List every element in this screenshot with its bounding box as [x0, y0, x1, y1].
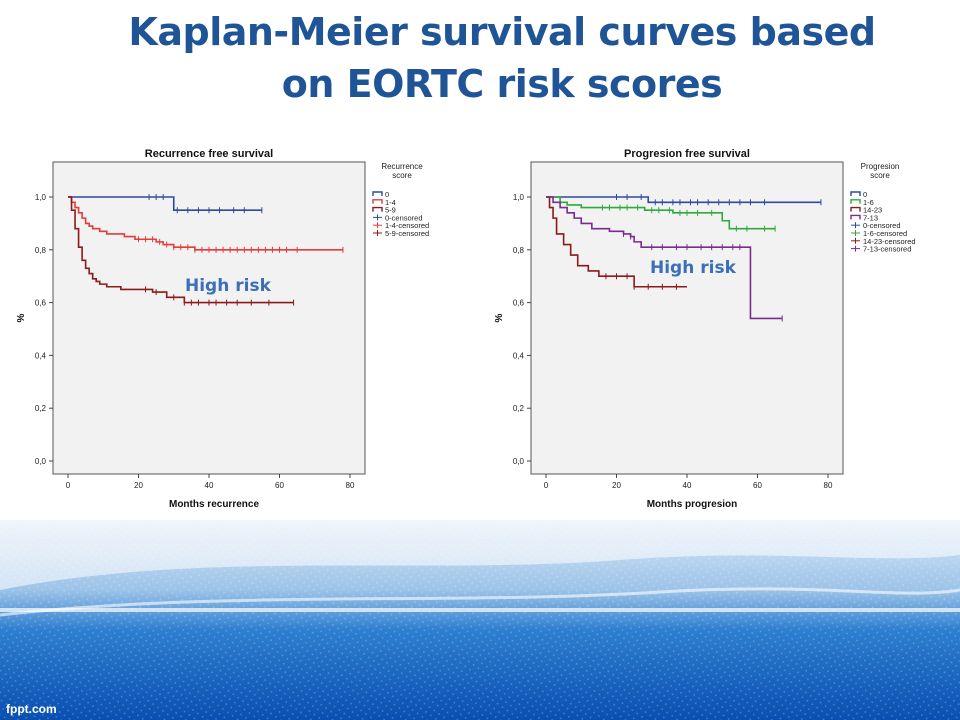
y-tick-label: 0,8: [35, 246, 47, 255]
legend-title: score: [870, 171, 890, 180]
x-axis-label: Months progresion: [647, 499, 738, 510]
x-tick-label: 20: [612, 481, 621, 490]
legend-swatch-1-4: [372, 199, 383, 204]
legend-swatch-7-13: [850, 214, 861, 220]
legend-entry: 1-6-censored: [863, 229, 907, 238]
legend-title: score: [392, 171, 412, 180]
x-tick-label: 60: [275, 481, 284, 490]
legend-swatch-5-9: [372, 206, 383, 212]
blue-wave-background: [0, 520, 960, 720]
y-tick-label: 0,6: [513, 299, 525, 308]
x-tick-label: 80: [346, 481, 355, 490]
high-risk-annotation: High risk: [185, 276, 272, 296]
chart-title: Recurrence free survival: [145, 148, 273, 160]
legend-entry: 7-13: [863, 213, 878, 222]
fppt-watermark: fppt.com: [6, 702, 57, 716]
survival-line-7-13: [546, 196, 783, 320]
slide-title-line-1: Kaplan-Meier survival curves based: [128, 10, 876, 54]
legend-entry: 0: [385, 190, 389, 199]
slide-title: Kaplan-Meier survival curves based on EO…: [0, 6, 960, 110]
y-tick-label: 0,8: [513, 246, 525, 255]
plot-area: [530, 161, 844, 475]
legend-entry: 0-censored: [863, 221, 901, 230]
x-tick-label: 60: [753, 481, 762, 490]
legend-swatch-1-6: [850, 199, 861, 204]
y-tick-label: 0,4: [35, 351, 47, 360]
progression-chart-panel: Progresion free survival 0,0 0,2 0,4 0,6 0,8 1…: [478, 142, 958, 520]
y-axis-label: %: [16, 313, 27, 322]
legend-swatch-14-23: [850, 206, 861, 212]
y-tick-label: 0,2: [513, 404, 525, 413]
survival-line-0: [546, 196, 821, 204]
decorative-footer: fppt.com: [0, 520, 960, 720]
legend-entry: 5-9: [385, 206, 396, 215]
x-tick-label: 0: [544, 481, 549, 490]
y-tick-label: 1,0: [35, 193, 47, 202]
survival-line-1-6: [546, 196, 776, 230]
y-tick-label: 0,6: [35, 299, 47, 308]
recurrence-chart-panel: Recurrence free survival 0,0 0,2 0,4 0,6 0,8 1…: [0, 142, 480, 520]
plot-area: [52, 161, 366, 475]
legend-entry: 5-9-censored: [385, 229, 429, 238]
recurrence-free-survival-chart: Recurrence free survival 0,0 0,2 0,4 0,6 0,8 1…: [16, 148, 429, 510]
y-tick-label: 0,4: [513, 351, 525, 360]
y-tick-label: 0,0: [513, 457, 525, 466]
legend-entry: 0-censored: [385, 213, 423, 222]
legend-entry: 14-23-censored: [863, 237, 916, 246]
legend-title: Recurrence: [381, 162, 423, 171]
x-axis-label: Months recurrence: [169, 499, 259, 510]
legend-entry: 1-4: [385, 198, 396, 207]
chart-title: Progresion free survival: [624, 148, 750, 160]
high-risk-annotation: High risk: [650, 258, 737, 278]
legend-swatch-0: [850, 191, 861, 196]
legend-entry: 0: [863, 190, 867, 199]
legend-entry: 1-4-censored: [385, 221, 429, 230]
survival-line-5-9: [68, 196, 294, 304]
y-tick-label: 0,2: [35, 404, 47, 413]
x-tick-label: 40: [205, 481, 214, 490]
y-tick-label: 1,0: [513, 193, 525, 202]
legend-entry: 7-13-censored: [863, 245, 911, 254]
y-tick-label: 0,0: [35, 457, 47, 466]
x-tick-label: 0: [66, 481, 71, 490]
slide-title-line-2: on EORTC risk scores: [281, 62, 723, 106]
survival-line-14-23: [546, 196, 687, 288]
progression-free-survival-chart: Progresion free survival 0,0 0,2 0,4 0,6 0,8 1…: [494, 148, 916, 510]
survival-line-0: [68, 196, 262, 211]
legend-entry: 14-23: [863, 206, 882, 215]
x-tick-label: 40: [683, 481, 692, 490]
legend-title: Progresion: [861, 162, 900, 171]
x-tick-label: 80: [824, 481, 833, 490]
x-tick-label: 20: [134, 481, 143, 490]
legend-entry: 1-6: [863, 198, 874, 207]
y-axis-label: %: [494, 313, 505, 322]
legend-swatch-0: [372, 191, 383, 196]
